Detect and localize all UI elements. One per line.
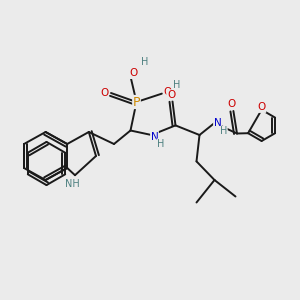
Text: NH: NH <box>65 178 80 189</box>
Text: O: O <box>227 99 235 110</box>
Text: N: N <box>214 118 221 128</box>
Text: O: O <box>100 88 109 98</box>
Text: H: H <box>220 126 227 136</box>
Text: H: H <box>173 80 181 90</box>
Text: O: O <box>129 68 138 79</box>
Text: P: P <box>133 95 140 109</box>
Text: O: O <box>257 102 266 112</box>
Text: N: N <box>151 131 158 142</box>
Text: O: O <box>163 87 172 97</box>
Text: H: H <box>141 57 148 67</box>
Text: O: O <box>167 90 175 100</box>
Text: H: H <box>157 139 164 149</box>
